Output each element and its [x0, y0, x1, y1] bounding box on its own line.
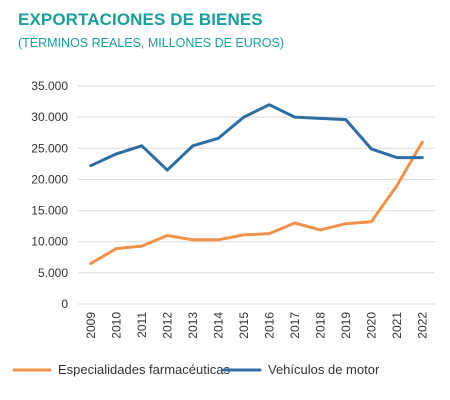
x-tick-label: 2020 [364, 312, 378, 339]
y-tick-label: 35.000 [31, 79, 68, 93]
legend-label-2: Vehículos de motor [268, 362, 380, 377]
series-line-1 [89, 140, 424, 265]
series-line-2 [89, 103, 424, 172]
y-tick-label: 25.000 [31, 141, 68, 155]
chart-title: EXPORTACIONES DE BIENES [18, 10, 263, 29]
x-tick-label: 2009 [84, 312, 98, 339]
x-tick-label: 2019 [339, 312, 353, 339]
y-tick-label: 10.000 [31, 235, 68, 249]
chart-subtitle: (TÉRMINOS REALES, MILLONES DE EUROS) [18, 36, 285, 50]
x-tick-label: 2017 [288, 312, 302, 339]
y-tick-label: 30.000 [31, 110, 68, 124]
x-tick-label: 2022 [415, 312, 429, 339]
x-tick-label: 2015 [237, 312, 251, 339]
x-tick-label: 2018 [313, 312, 327, 339]
y-tick-label: 0 [61, 297, 68, 311]
x-tick-label: 2010 [109, 312, 123, 339]
x-tick-label: 2016 [262, 312, 276, 339]
x-tick-label: 2021 [390, 312, 404, 339]
y-tick-label: 15.000 [31, 204, 68, 218]
x-tick-label: 2014 [211, 312, 225, 339]
x-tick-label: 2011 [135, 312, 149, 338]
x-tick-label: 2012 [160, 312, 174, 339]
x-tick-label: 2013 [186, 312, 200, 339]
y-tick-label: 5.000 [38, 266, 68, 280]
legend-label-1: Especialidades farmacéuticas [58, 362, 230, 377]
y-tick-label: 20.000 [31, 172, 68, 186]
